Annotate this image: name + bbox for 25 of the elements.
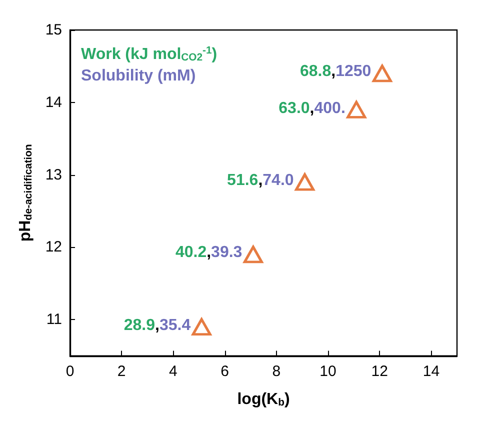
point <box>346 100 366 118</box>
y-tick-label: 11 <box>46 311 62 328</box>
data-label: 51.6,74.0 <box>227 171 294 192</box>
x-tick-label: 0 <box>66 362 74 380</box>
y-tick-label: 13 <box>45 166 62 184</box>
x-tick-label: 2 <box>117 362 126 380</box>
point <box>372 64 392 82</box>
data-label: 68.8,1250 <box>300 62 372 82</box>
point <box>243 246 263 264</box>
annotation: Solubility (mM) <box>81 68 196 84</box>
x-tick-label: 10 <box>320 362 336 380</box>
x-tick-label: 4 <box>169 362 178 380</box>
x-tick-label: 8 <box>272 362 281 380</box>
point <box>295 173 315 191</box>
x-tick-label: 14 <box>422 362 440 380</box>
x-tick-label: 6 <box>220 362 229 380</box>
y-tick-label: 15 <box>45 22 62 38</box>
data-label: 28.9,35.4 <box>124 316 191 336</box>
y-axis-title: pHde-acidification <box>16 144 34 242</box>
point <box>192 318 212 336</box>
data-label: 63.0,400. <box>278 98 346 119</box>
x-tick-label: 12 <box>371 362 388 380</box>
y-tick-label: 12 <box>45 238 62 256</box>
data-label: 40.2,39.3 <box>175 243 242 264</box>
y-tick-label: 14 <box>45 94 62 111</box>
